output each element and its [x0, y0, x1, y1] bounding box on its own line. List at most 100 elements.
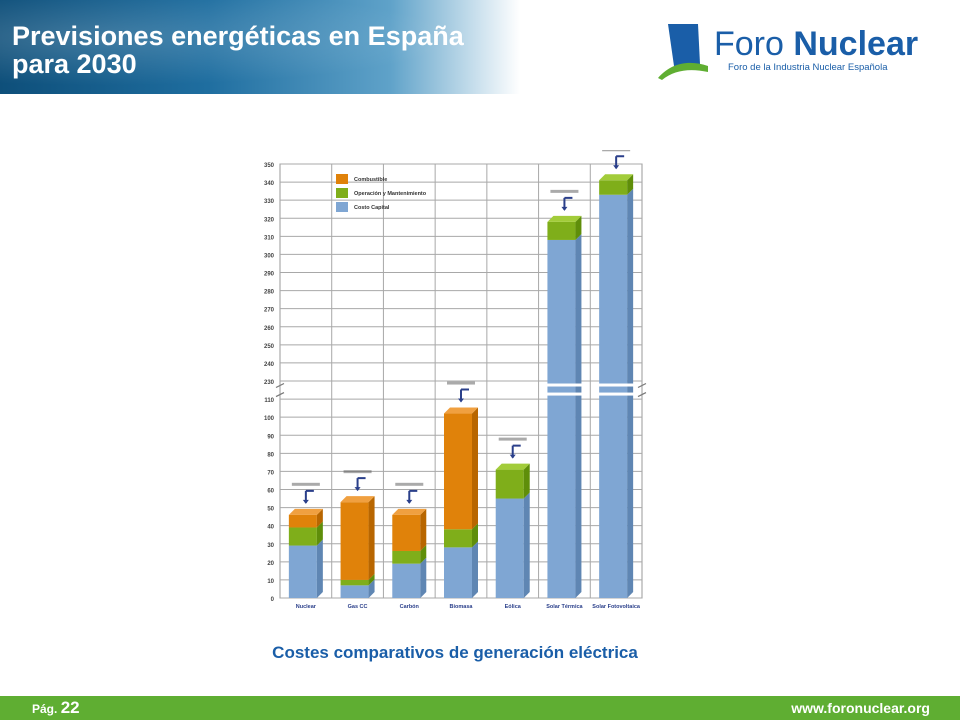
bar-segment-side [368, 496, 375, 580]
bar-segment-side [472, 541, 478, 598]
y-tick-label: 300 [264, 253, 275, 259]
bar-segment-side [523, 492, 530, 598]
y-tick-label: 70 [267, 470, 274, 476]
y-tick-label: 60 [267, 489, 274, 495]
bar-segment [599, 180, 628, 195]
bar-segment-side [420, 557, 427, 598]
legend-swatch [336, 188, 348, 198]
bar-pointer-arrow [509, 454, 516, 459]
header-band [0, 0, 520, 94]
bar-segment [288, 527, 317, 546]
bar-segment [340, 579, 369, 586]
bar-segment-side [368, 579, 375, 598]
y-tick-label: 340 [264, 181, 275, 187]
bar-annotation-mark [498, 437, 527, 441]
bar-pointer-arrow [302, 499, 309, 504]
y-tick-label: 260 [264, 326, 275, 332]
y-tick-label: 240 [264, 362, 275, 368]
bar-segment-side [368, 573, 375, 586]
y-tick-label: 110 [264, 398, 274, 404]
logo-tagline: Foro de la Industria Nuclear Española [728, 62, 888, 73]
y-tick-label: 290 [264, 272, 275, 278]
logo-name-bold: Nuclear [793, 25, 919, 63]
y-tick-label: 320 [264, 217, 275, 223]
x-tick-label: Gas CC [348, 604, 368, 610]
page-indicator: Pág. 22 [32, 698, 80, 719]
bar-segment [599, 194, 628, 598]
bar-annotation-mark [291, 482, 320, 486]
bar-segment [288, 545, 317, 598]
y-tick-label: 280 [264, 290, 275, 296]
bar-segment [444, 413, 472, 530]
bar-segment-side [575, 215, 582, 240]
y-tick-label: 50 [267, 507, 274, 513]
bar-top-face [444, 407, 478, 414]
y-tick-label: 40 [267, 525, 274, 531]
y-tick-label: 0 [271, 597, 275, 603]
bar-segment [547, 239, 576, 598]
bar-break-gap [546, 392, 583, 396]
bar-segment [444, 547, 472, 598]
bar-segment-side [472, 407, 478, 530]
y-tick-label: 310 [264, 235, 275, 241]
axis-break-mark [275, 382, 285, 398]
legend-label: Operación y Mantenimiento [354, 191, 427, 197]
bar-pointer-arrow [354, 487, 361, 492]
x-tick-label: Solar Térmica [546, 604, 583, 610]
axis-break-mark [637, 382, 647, 398]
x-tick-label: Nuclear [296, 604, 317, 610]
y-tick-label: 270 [264, 308, 275, 314]
x-tick-label: Solar Fotovoltaica [592, 604, 641, 610]
bar-annotation-mark [395, 482, 424, 486]
chart-caption: Costes comparativos de generación eléctr… [272, 643, 638, 662]
bar-top-face [340, 496, 375, 503]
bar-segment [392, 550, 421, 564]
bar-top-face [547, 215, 582, 222]
bar-segment [547, 221, 576, 240]
bar-pointer-arrow [406, 499, 413, 504]
legend-swatch [336, 174, 348, 184]
legend-label: Costo Capital [354, 205, 390, 211]
bar-segment-side [627, 174, 634, 195]
bar-top-face [495, 463, 530, 470]
y-tick-label: 100 [264, 416, 275, 422]
bar-segment [340, 502, 369, 580]
bar-segment [495, 469, 524, 499]
bar-segment-side [316, 521, 323, 546]
bar-break-gap [598, 392, 635, 396]
legend-label: Combustible [354, 177, 387, 183]
logo-name: Foro Nuclear [714, 26, 918, 62]
bar-pointer-arrow [458, 398, 464, 403]
bar-annotation-mark [602, 150, 631, 152]
bar-segment-side [523, 463, 530, 499]
foro-nuclear-logo-mark-icon [658, 24, 708, 80]
bar-top-face [599, 174, 634, 181]
x-tick-label: Biomasa [450, 604, 474, 610]
bar-pointer-arrow [561, 206, 568, 211]
bar-segment-side [420, 508, 427, 551]
y-tick-label: 10 [267, 579, 274, 585]
y-tick-label: 80 [267, 452, 274, 458]
foro-nuclear-logo: Foro Nuclear Foro de la Industria Nuclea… [654, 22, 944, 82]
bar-pointer-arrow [613, 165, 620, 170]
x-tick-label: Carbón [400, 604, 420, 610]
page-number: 22 [60, 698, 80, 717]
bar-segment [392, 563, 421, 598]
x-tick-label: Eólica [505, 604, 522, 610]
y-tick-label: 350 [264, 163, 275, 169]
y-tick-label: 250 [264, 344, 275, 350]
slide-title: Previsiones energéticas en España para 2… [12, 21, 464, 79]
cost-comparison-chart: 0 10 20 30 40 50 60 70 80 90 100 110 230 240 250 260 270… [264, 150, 647, 610]
bar-segment-side [316, 508, 323, 528]
bar-segment [340, 585, 369, 598]
footer-bar: Pág. 22 www.foronuclear.org [0, 696, 960, 720]
bar-segment [495, 498, 524, 598]
website-url[interactable]: www.foronuclear.org [791, 700, 930, 716]
y-tick-label: 30 [267, 543, 274, 549]
y-tick-label: 90 [267, 434, 274, 440]
y-tick-label: 230 [264, 380, 275, 386]
y-tick-label: 20 [267, 561, 274, 567]
y-tick-label: 330 [264, 199, 275, 205]
bar-break-gap [598, 383, 635, 387]
bar-segment-side [472, 523, 478, 548]
